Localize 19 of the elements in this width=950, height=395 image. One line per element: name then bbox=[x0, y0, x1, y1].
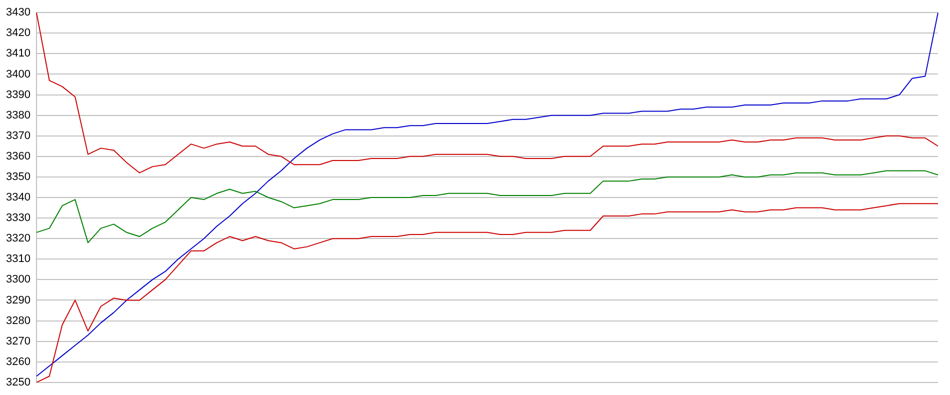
y-tick-label: 3270 bbox=[6, 335, 30, 348]
y-tick-label: 3400 bbox=[6, 68, 30, 80]
y-tick-label: 3340 bbox=[6, 192, 30, 204]
y-tick-label: 3360 bbox=[6, 150, 30, 162]
y-tick-label: 3430 bbox=[6, 6, 30, 19]
y-tick-label: 3330 bbox=[6, 212, 30, 224]
y-tick-label: 3280 bbox=[6, 314, 30, 327]
y-tick-label: 3380 bbox=[6, 109, 30, 122]
y-tick-label: 3260 bbox=[6, 356, 30, 368]
y-tick-label: 3420 bbox=[6, 27, 30, 40]
y-tick-label: 3250 bbox=[6, 376, 30, 388]
y-tick-label: 3300 bbox=[6, 274, 30, 286]
y-tick-label: 3410 bbox=[6, 48, 30, 60]
y-tick-label: 3390 bbox=[6, 88, 30, 101]
y-tick-label: 3320 bbox=[6, 232, 30, 245]
y-tick-label: 3290 bbox=[6, 294, 30, 306]
y-tick-label: 3310 bbox=[6, 253, 30, 266]
y-tick-label: 3370 bbox=[6, 130, 30, 142]
y-tick-label: 3350 bbox=[6, 170, 30, 183]
